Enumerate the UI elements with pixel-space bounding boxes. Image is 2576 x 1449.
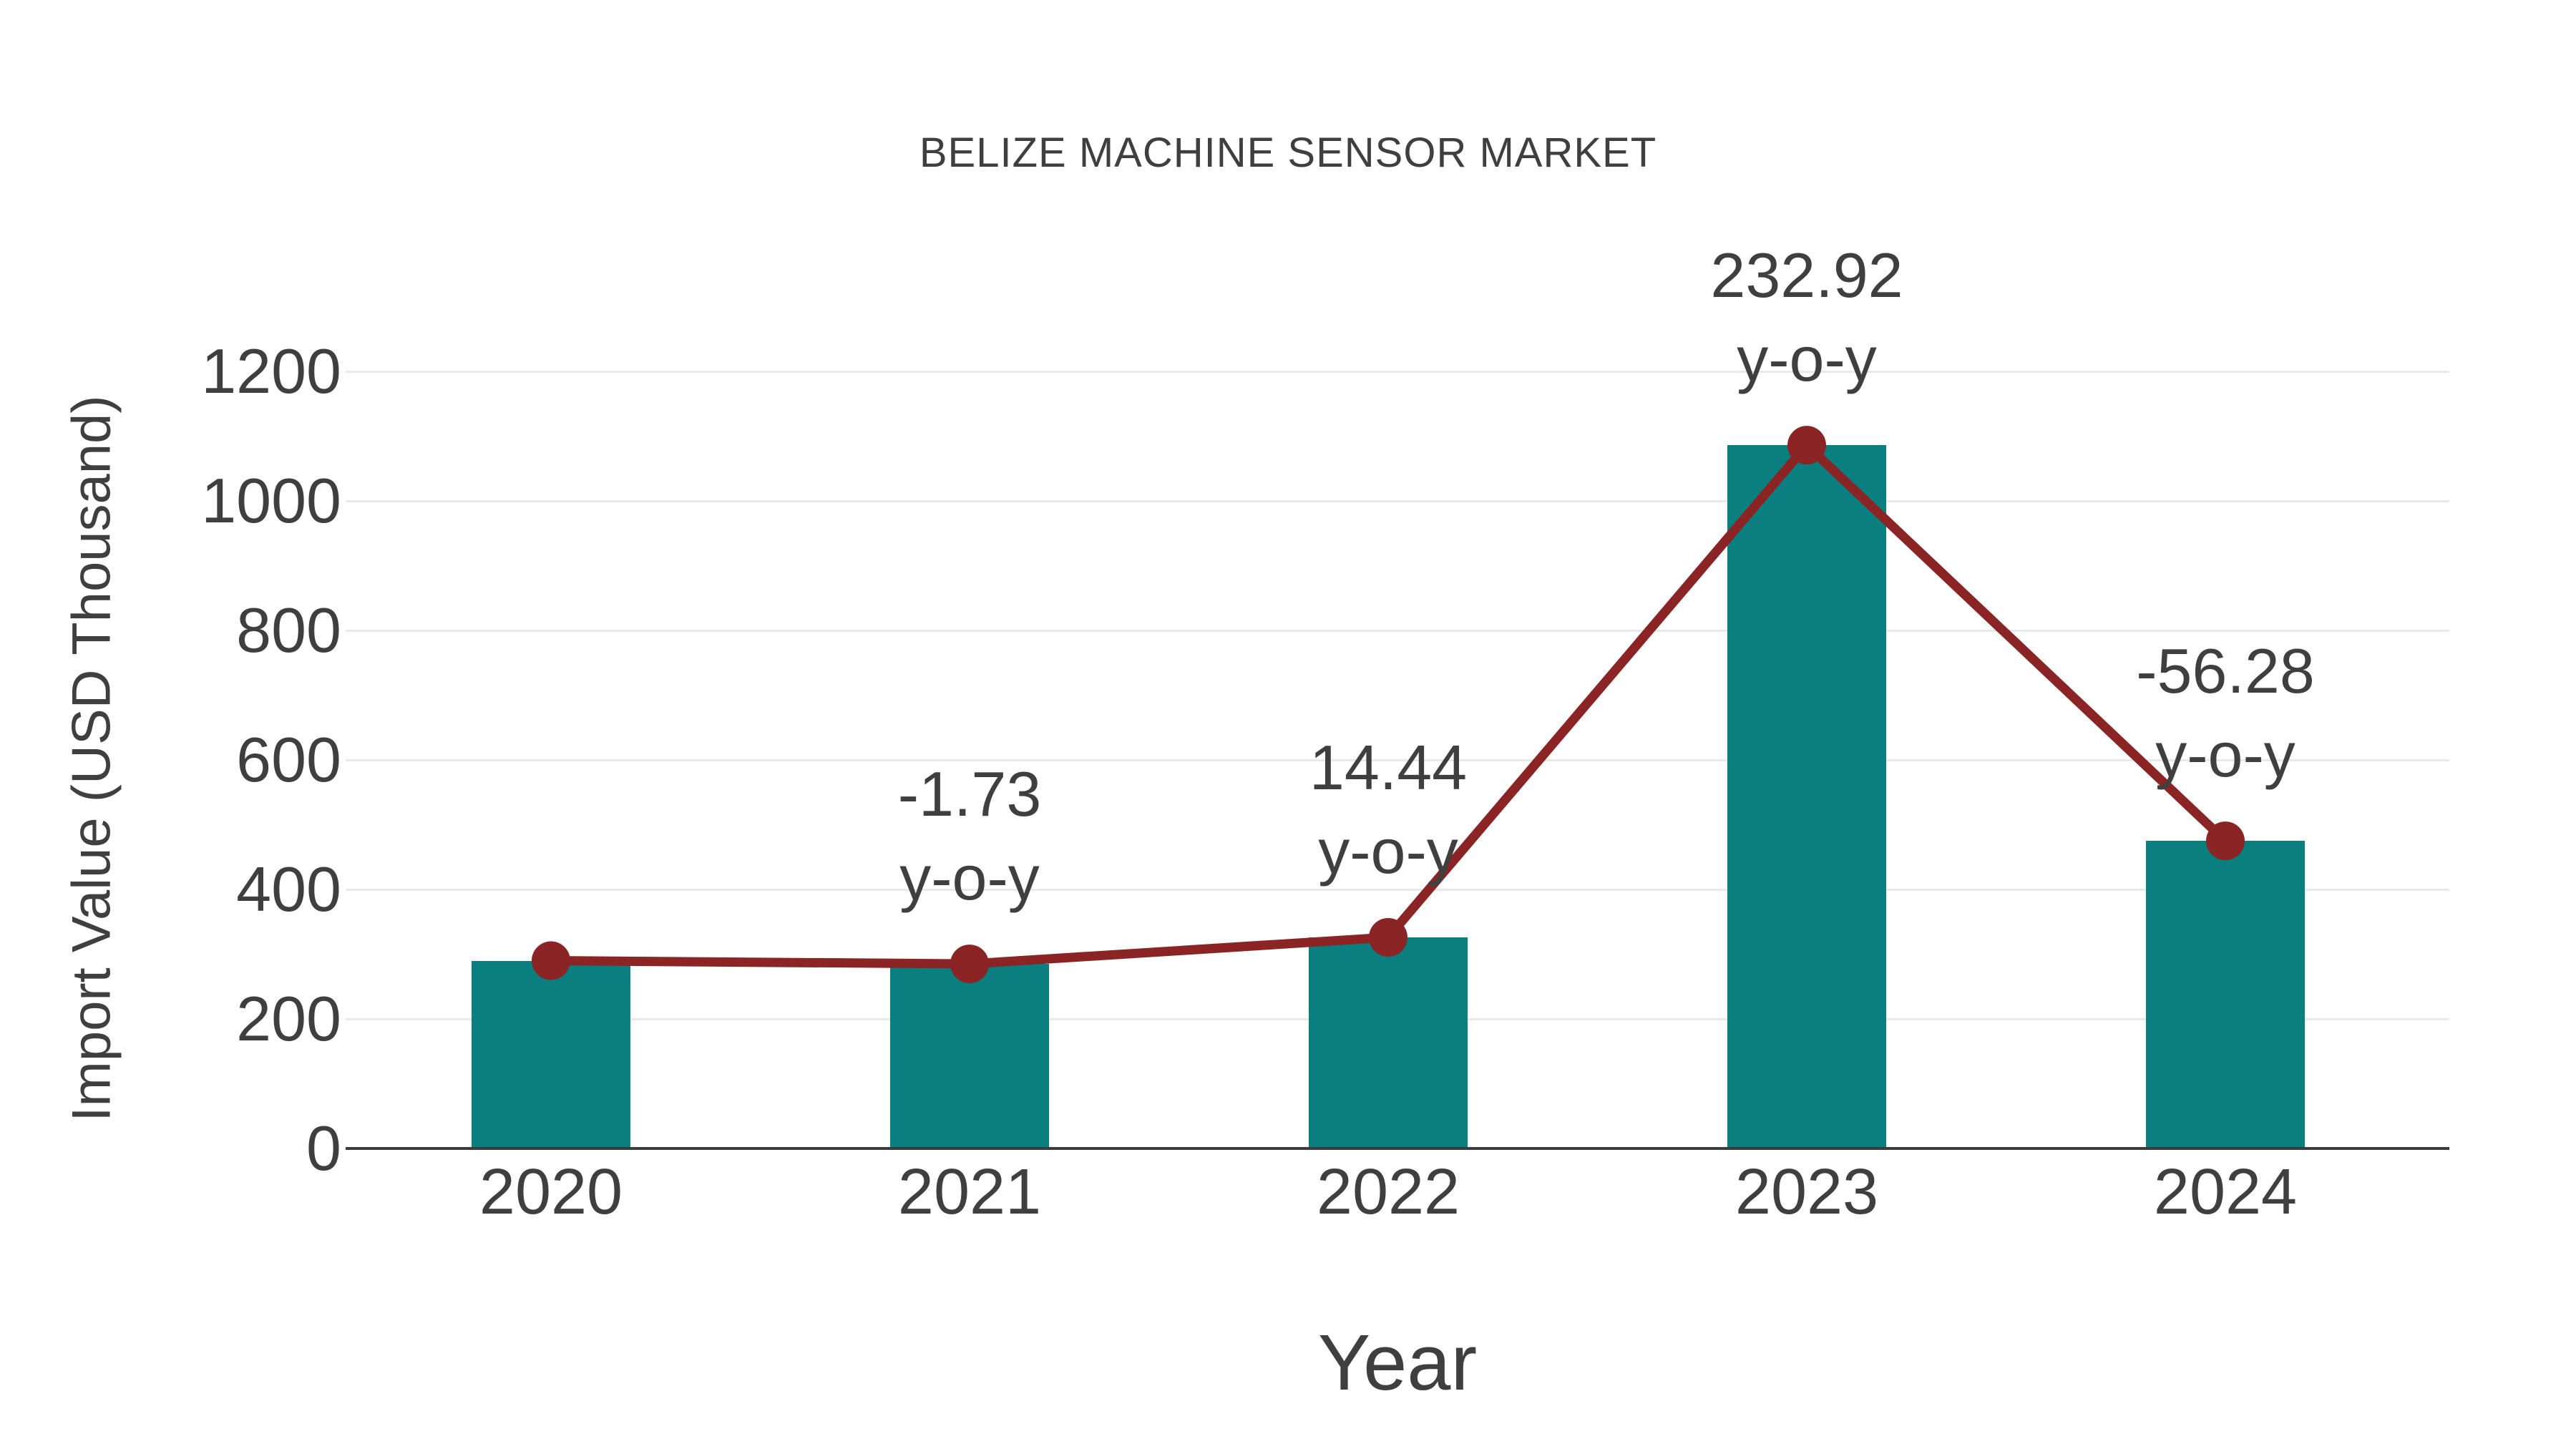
x-tick-label-2023: 2023 — [1735, 1156, 1879, 1228]
bar-2024 — [2146, 841, 2305, 1148]
yoy-annotation-2023: 232.92 y-o-y — [1556, 233, 2057, 401]
x-axis-line — [346, 1147, 2449, 1150]
y-tick-label-600: 600 — [236, 724, 341, 795]
bar-2022 — [1309, 937, 1468, 1148]
yoy-value: 14.44 — [1309, 731, 1468, 803]
yoy-annotation-2024: -56.28 y-o-y — [1975, 629, 2476, 796]
yoy-annotation-2022: 14.44 y-o-y — [1138, 726, 1639, 893]
x-tick-label-2022: 2022 — [1316, 1156, 1460, 1228]
yoy-suffix: y-o-y — [1737, 323, 1877, 395]
y-tick-label-1000: 1000 — [201, 465, 341, 536]
yoy-suffix: y-o-y — [2155, 719, 2296, 791]
gridline-1200 — [346, 371, 2449, 373]
y-tick-label-400: 400 — [236, 854, 341, 924]
y-tick-label-1200: 1200 — [201, 336, 341, 406]
yoy-suffix: y-o-y — [1318, 815, 1458, 887]
data-point-marker-2022 — [1369, 917, 1407, 957]
data-point-marker-2024 — [2206, 821, 2245, 861]
yoy-value: 232.92 — [1710, 240, 1903, 311]
y-tick-label-200: 200 — [236, 983, 341, 1054]
data-point-marker-2023 — [1787, 426, 1826, 465]
gridline-1000 — [346, 500, 2449, 502]
yoy-suffix: y-o-y — [899, 842, 1040, 914]
gridline-400 — [346, 889, 2449, 891]
yoy-annotation-2021: -1.73 y-o-y — [719, 752, 1220, 919]
bar-2020 — [472, 960, 630, 1148]
y-tick-label-800: 800 — [236, 595, 341, 665]
gridline-600 — [346, 759, 2449, 761]
x-tick-label-2021: 2021 — [897, 1156, 1042, 1228]
x-axis-label: Year — [1317, 1319, 1478, 1407]
data-point-marker-2020 — [532, 941, 570, 980]
bar-2023 — [1727, 445, 1886, 1148]
gridline-800 — [346, 630, 2449, 632]
y-tick-label-0: 0 — [306, 1113, 341, 1184]
x-tick-label-2024: 2024 — [2153, 1156, 2298, 1228]
chart-title: BELIZE MACHINE SENSOR MARKET — [919, 130, 1657, 176]
bar-2021 — [890, 964, 1049, 1148]
yoy-value: -56.28 — [2136, 635, 2315, 707]
x-tick-label-2020: 2020 — [479, 1156, 623, 1228]
yoy-value: -1.73 — [897, 758, 1042, 830]
data-point-marker-2021 — [950, 945, 989, 984]
